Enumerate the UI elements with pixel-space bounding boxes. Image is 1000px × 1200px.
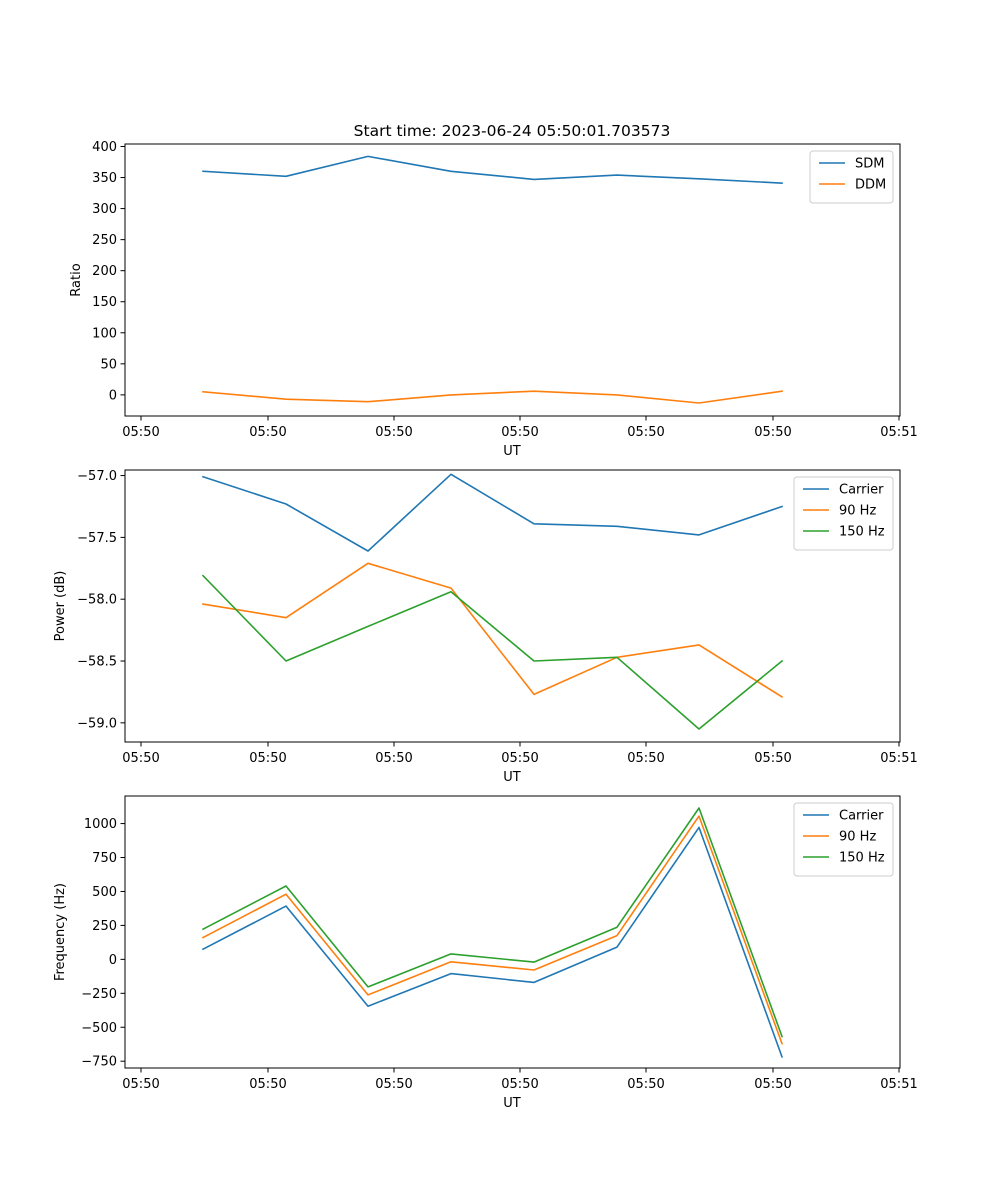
x-axis-label: UT bbox=[503, 770, 521, 785]
y-tick-label: −250 bbox=[81, 987, 117, 1002]
y-tick-label: 250 bbox=[92, 233, 117, 248]
legend-label: 90 Hz bbox=[839, 504, 876, 519]
y-tick-label: −59.0 bbox=[77, 716, 117, 731]
x-tick-label: 05:50 bbox=[375, 1077, 412, 1092]
y-tick-label: 200 bbox=[92, 264, 117, 279]
x-tick-label: 05:50 bbox=[122, 751, 159, 766]
plot-area bbox=[124, 469, 901, 743]
plot-area bbox=[124, 143, 901, 417]
figure-title: Start time: 2023-06-24 05:50:01.703573 bbox=[354, 122, 671, 140]
series-line-90-hz bbox=[201, 815, 784, 1045]
legend-label: 150 Hz bbox=[839, 851, 885, 866]
y-tick-label: 1000 bbox=[84, 817, 117, 832]
chart-panels: 05:50 05:50 05:50 05:50 05:50 05:50 05:51 UT 0 50… bbox=[53, 140, 918, 1111]
legend-box bbox=[809, 150, 894, 204]
x-axis-label: UT bbox=[503, 444, 521, 459]
y-tick-label: 350 bbox=[92, 171, 117, 186]
legend-label: 90 Hz bbox=[839, 830, 876, 845]
x-tick-label: 05:50 bbox=[501, 751, 538, 766]
y-axis-label: Power (dB) bbox=[53, 571, 68, 642]
legend: Carrier 90 Hz 150 Hz bbox=[793, 802, 894, 877]
series-line-150-hz bbox=[201, 807, 784, 1038]
x-tick-label: 05:50 bbox=[754, 1077, 791, 1092]
x-tick-label: 05:50 bbox=[249, 425, 286, 440]
legend-label: SDM bbox=[855, 157, 884, 172]
y-axis-label: Ratio bbox=[69, 263, 84, 296]
y-tick-label: 50 bbox=[100, 357, 117, 372]
y-tick-label: 300 bbox=[92, 202, 117, 217]
y-tick-label: −58.5 bbox=[77, 655, 117, 670]
y-tick-label: −58.0 bbox=[77, 593, 117, 608]
y-tick-label: −500 bbox=[81, 1021, 117, 1036]
y-tick-label: −750 bbox=[81, 1055, 117, 1070]
legend: SDM DDM bbox=[809, 150, 894, 204]
x-tick-label: 05:50 bbox=[122, 1077, 159, 1092]
series-line-90-hz bbox=[202, 562, 784, 699]
y-tick-label: 150 bbox=[92, 295, 117, 310]
x-tick-label: 05:50 bbox=[627, 1077, 664, 1092]
series-line-sdm bbox=[202, 155, 783, 184]
y-tick-label: −57.5 bbox=[77, 531, 117, 546]
legend-label: Carrier bbox=[839, 483, 884, 498]
y-axis-label: Frequency (Hz) bbox=[53, 883, 68, 981]
x-tick-label: 05:50 bbox=[754, 425, 791, 440]
x-tick-label: 05:51 bbox=[880, 425, 917, 440]
x-tick-label: 05:50 bbox=[375, 751, 412, 766]
series-line-carrier bbox=[201, 826, 784, 1058]
y-tick-label: 0 bbox=[109, 388, 117, 403]
legend-label: 150 Hz bbox=[839, 525, 885, 540]
x-tick-label: 05:51 bbox=[880, 1077, 917, 1092]
series-line-carrier bbox=[201, 473, 784, 552]
plot-area bbox=[124, 795, 901, 1069]
y-tick-label: 750 bbox=[92, 851, 117, 866]
series-line-ddm bbox=[202, 390, 783, 404]
x-tick-label: 05:50 bbox=[249, 751, 286, 766]
chart-panel-3: 05:50 05:50 05:50 05:50 05:50 05:50 05:51 UT 100… bbox=[53, 795, 918, 1111]
series-line-150-hz bbox=[201, 574, 784, 730]
x-tick-label: 05:50 bbox=[754, 751, 791, 766]
x-tick-label: 05:51 bbox=[880, 751, 917, 766]
chart-panel-1: 05:50 05:50 05:50 05:50 05:50 05:50 05:51 UT 0 50… bbox=[69, 140, 918, 459]
y-tick-label: 400 bbox=[92, 140, 117, 155]
y-tick-label: 0 bbox=[109, 953, 117, 968]
y-tick-label: −57.0 bbox=[77, 469, 117, 484]
y-tick-label: 500 bbox=[92, 885, 117, 900]
x-tick-label: 05:50 bbox=[501, 1077, 538, 1092]
x-tick-label: 05:50 bbox=[249, 1077, 286, 1092]
x-tick-label: 05:50 bbox=[122, 425, 159, 440]
x-tick-label: 05:50 bbox=[501, 425, 538, 440]
x-tick-label: 05:50 bbox=[627, 425, 664, 440]
legend-label: Carrier bbox=[839, 809, 884, 824]
chart-panel-2: 05:50 05:50 05:50 05:50 05:50 05:50 05:51 UT −57… bbox=[53, 469, 918, 785]
y-tick-label: 100 bbox=[92, 326, 117, 341]
x-tick-label: 05:50 bbox=[627, 751, 664, 766]
x-axis-label: UT bbox=[503, 1096, 521, 1111]
legend: Carrier 90 Hz 150 Hz bbox=[793, 476, 894, 551]
x-tick-label: 05:50 bbox=[375, 425, 412, 440]
y-tick-label: 250 bbox=[92, 919, 117, 934]
legend-label: DDM bbox=[855, 178, 886, 193]
